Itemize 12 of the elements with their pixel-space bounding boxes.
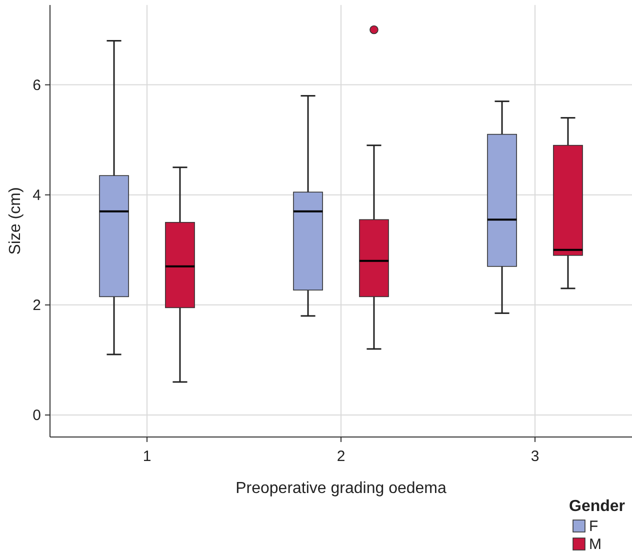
- x-tick-label: 1: [142, 448, 152, 465]
- y-tick-label: 4: [32, 187, 41, 204]
- y-tick-label: 2: [32, 297, 41, 314]
- y-tick-label: 6: [32, 77, 41, 94]
- legend-title: Gender: [569, 498, 626, 515]
- x-tick-label: 3: [530, 448, 540, 465]
- x-tick-label: 2: [336, 448, 346, 465]
- y-axis-title: Size (cm): [7, 187, 24, 255]
- legend-label: F: [589, 518, 598, 535]
- x-axis-title: Preoperative grading oedema: [236, 480, 446, 497]
- y-tick-label: 0: [32, 407, 41, 424]
- legend-label: M: [589, 536, 602, 553]
